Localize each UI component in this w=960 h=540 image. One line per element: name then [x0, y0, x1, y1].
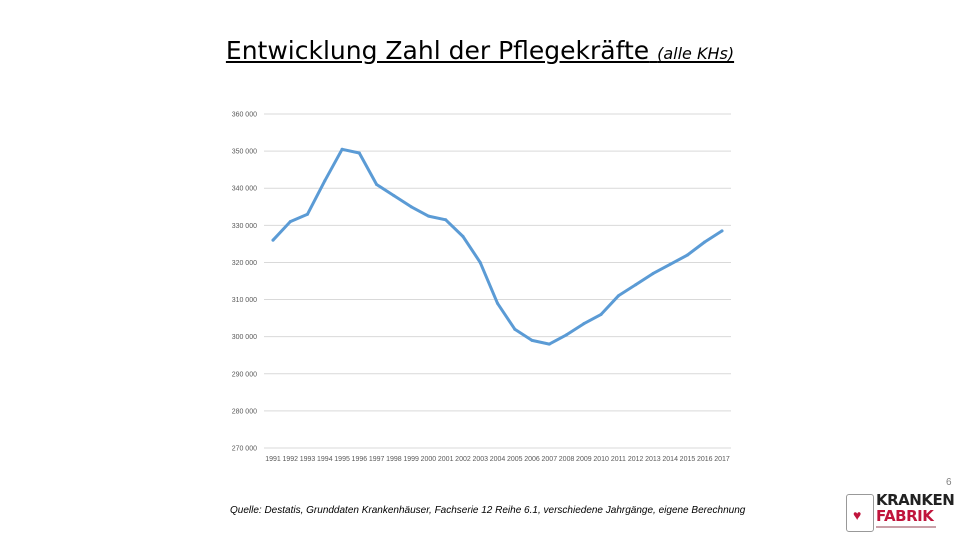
data-point: [375, 183, 379, 187]
y-tick-label: 280 000: [232, 408, 257, 415]
data-point: [651, 272, 655, 276]
data-point: [288, 220, 292, 224]
logo-emblem: ♥: [846, 494, 874, 532]
y-tick-label: 300 000: [232, 334, 257, 341]
data-point: [547, 342, 551, 346]
slide-title: Entwicklung Zahl der Pflegekräfte (alle …: [0, 36, 960, 65]
data-point: [530, 338, 534, 342]
y-tick-label: 320 000: [232, 260, 257, 267]
data-point: [703, 240, 707, 244]
y-tick-label: 340 000: [232, 186, 257, 193]
x-tick-label: 2006: [524, 456, 540, 463]
x-tick-label: 1994: [317, 456, 333, 463]
x-tick-label: 1997: [369, 456, 385, 463]
x-tick-label: 2015: [680, 456, 696, 463]
data-point: [392, 194, 396, 198]
data-point: [668, 262, 672, 266]
data-point: [357, 151, 361, 155]
x-tick-label: 2013: [645, 456, 661, 463]
logo-text-line2: FABRIK: [876, 507, 934, 525]
x-tick-label: 1991: [265, 456, 281, 463]
page-number: 6: [946, 477, 952, 488]
logo-text-line1: KRANKEN: [876, 491, 955, 509]
data-point: [461, 234, 465, 238]
y-tick-label: 270 000: [232, 446, 257, 453]
x-tick-label: 2005: [507, 456, 523, 463]
y-tick-label: 350 000: [232, 149, 257, 156]
kranken-fabrik-logo: ♥ KRANKEN FABRIK: [846, 492, 955, 536]
data-point: [271, 238, 275, 242]
x-tick-label: 1995: [334, 456, 350, 463]
data-point: [565, 333, 569, 337]
data-point: [599, 312, 603, 316]
x-tick-label: 2017: [714, 456, 730, 463]
x-tick-label: 1996: [352, 456, 368, 463]
data-point: [634, 283, 638, 287]
data-point: [306, 212, 310, 216]
data-point: [496, 301, 499, 305]
data-point: [323, 179, 327, 183]
data-point: [426, 214, 430, 218]
data-point: [616, 294, 620, 298]
logo-tagline-bar: [876, 526, 936, 528]
x-tick-label: 1998: [386, 456, 402, 463]
data-point: [444, 218, 448, 222]
title-main: Entwicklung Zahl der Pflegekräfte: [225, 36, 650, 65]
x-tick-label: 2009: [576, 456, 592, 463]
data-point: [340, 147, 344, 151]
y-tick-label: 290 000: [232, 371, 257, 378]
data-point: [409, 205, 413, 209]
y-tick-label: 310 000: [232, 297, 257, 304]
x-tick-label: 2011: [611, 456, 626, 463]
source-note: Quelle: Destatis, Grunddaten Krankenhäus…: [230, 505, 746, 516]
x-tick-label: 2002: [455, 456, 471, 463]
x-tick-label: 2004: [490, 456, 506, 463]
data-point: [685, 253, 689, 257]
x-tick-label: 2007: [542, 456, 558, 463]
x-tick-label: 2012: [628, 456, 644, 463]
x-tick-label: 1993: [300, 456, 316, 463]
x-tick-label: 2003: [472, 456, 488, 463]
data-point: [513, 327, 517, 331]
x-tick-label: 2010: [593, 456, 609, 463]
series-line: [271, 147, 724, 346]
x-tick-label: 2001: [438, 456, 454, 463]
x-tick-label: 2016: [697, 456, 713, 463]
y-tick-label: 360 000: [232, 112, 257, 119]
x-tick-label: 2014: [662, 456, 678, 463]
data-point: [720, 229, 724, 233]
data-point: [582, 322, 586, 326]
x-tick-label: 2000: [421, 456, 437, 463]
heart-icon: ♥: [853, 507, 862, 523]
data-point: [478, 260, 482, 264]
x-tick-label: 2008: [559, 456, 575, 463]
x-tick-label: 1999: [403, 456, 419, 463]
x-tick-label: 1992: [282, 456, 298, 463]
title-subtitle: (alle KHs): [657, 44, 735, 63]
y-tick-label: 330 000: [232, 223, 257, 230]
